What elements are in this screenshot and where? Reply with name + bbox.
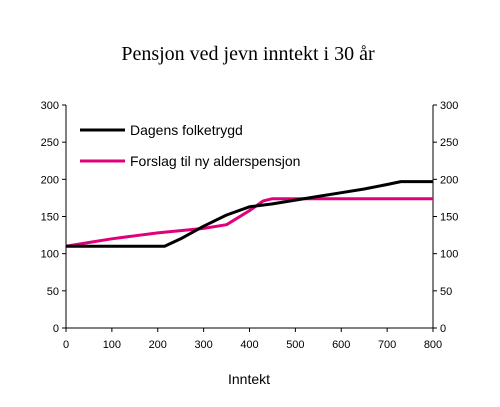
series-line-dagens-folketrygd [66, 180, 433, 248]
y-tick-label-left: 250 [41, 137, 59, 149]
x-tick-label: 100 [103, 339, 121, 351]
y-tick-label-right: 50 [440, 286, 452, 298]
y-tick-label-left: 300 [41, 100, 59, 112]
y-tick-label-right: 100 [440, 249, 458, 261]
y-tick-label-left: 200 [41, 174, 59, 186]
y-tick-label-left: 100 [41, 249, 59, 261]
legend-label: Forslag til ny alderspensjon [130, 153, 300, 169]
y-tick-label-right: 300 [440, 100, 458, 112]
x-tick-label: 800 [424, 339, 442, 351]
legend: Dagens folketrygd Forslag til ny alderspe… [80, 122, 300, 169]
x-tick-label: 300 [194, 339, 212, 351]
x-tick-label: 400 [240, 339, 258, 351]
x-tick-label: 700 [378, 339, 396, 351]
y-tick-label-left: 150 [41, 212, 59, 224]
y-tick-label-left: 50 [47, 286, 59, 298]
x-tick-label: 200 [149, 339, 167, 351]
y-tick-label-left: 0 [53, 323, 59, 335]
x-tick-label: 0 [63, 339, 69, 351]
axes [62, 104, 437, 332]
x-tick-label: 500 [286, 339, 304, 351]
legend-label: Dagens folketrygd [130, 122, 243, 138]
y-tick-label-right: 0 [440, 323, 446, 335]
series-lines [65, 180, 433, 248]
y-tick-label-right: 150 [440, 212, 458, 224]
y-tick-label-right: 250 [440, 137, 458, 149]
x-tick-label: 600 [332, 339, 350, 351]
y-tick-label-right: 200 [440, 174, 458, 186]
chart-title: Pensjon ved jevn inntekt i 30 år [121, 43, 375, 65]
x-axis-label: Inntekt [228, 371, 270, 387]
